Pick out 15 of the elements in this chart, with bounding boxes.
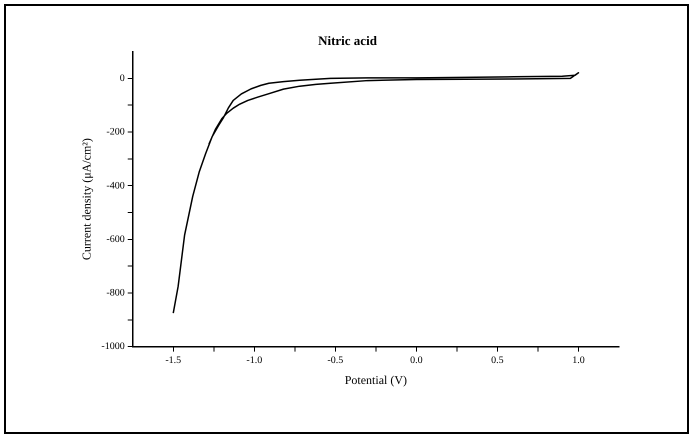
y-axis-title: Current density (μA/cm²) bbox=[79, 138, 94, 260]
x-tick-label: -0.5 bbox=[327, 355, 344, 366]
chart-title: Nitric acid bbox=[318, 33, 378, 48]
y-tick-label: -600 bbox=[106, 234, 125, 245]
x-tick-label: 1.0 bbox=[572, 355, 585, 366]
y-tick-label: 0 bbox=[120, 73, 125, 84]
y-tick-label: -800 bbox=[106, 288, 125, 299]
x-axis-title: Potential (V) bbox=[344, 372, 408, 387]
x-tick-label: 0.5 bbox=[491, 355, 504, 366]
y-tick-label: -1000 bbox=[101, 341, 125, 352]
x-tick-label: -1.0 bbox=[246, 355, 262, 366]
y-tick-label: -400 bbox=[106, 180, 125, 192]
x-tick-label: -1.5 bbox=[165, 355, 182, 366]
y-tick-label: -200 bbox=[106, 126, 125, 138]
x-tick-label: 0.0 bbox=[410, 355, 423, 366]
